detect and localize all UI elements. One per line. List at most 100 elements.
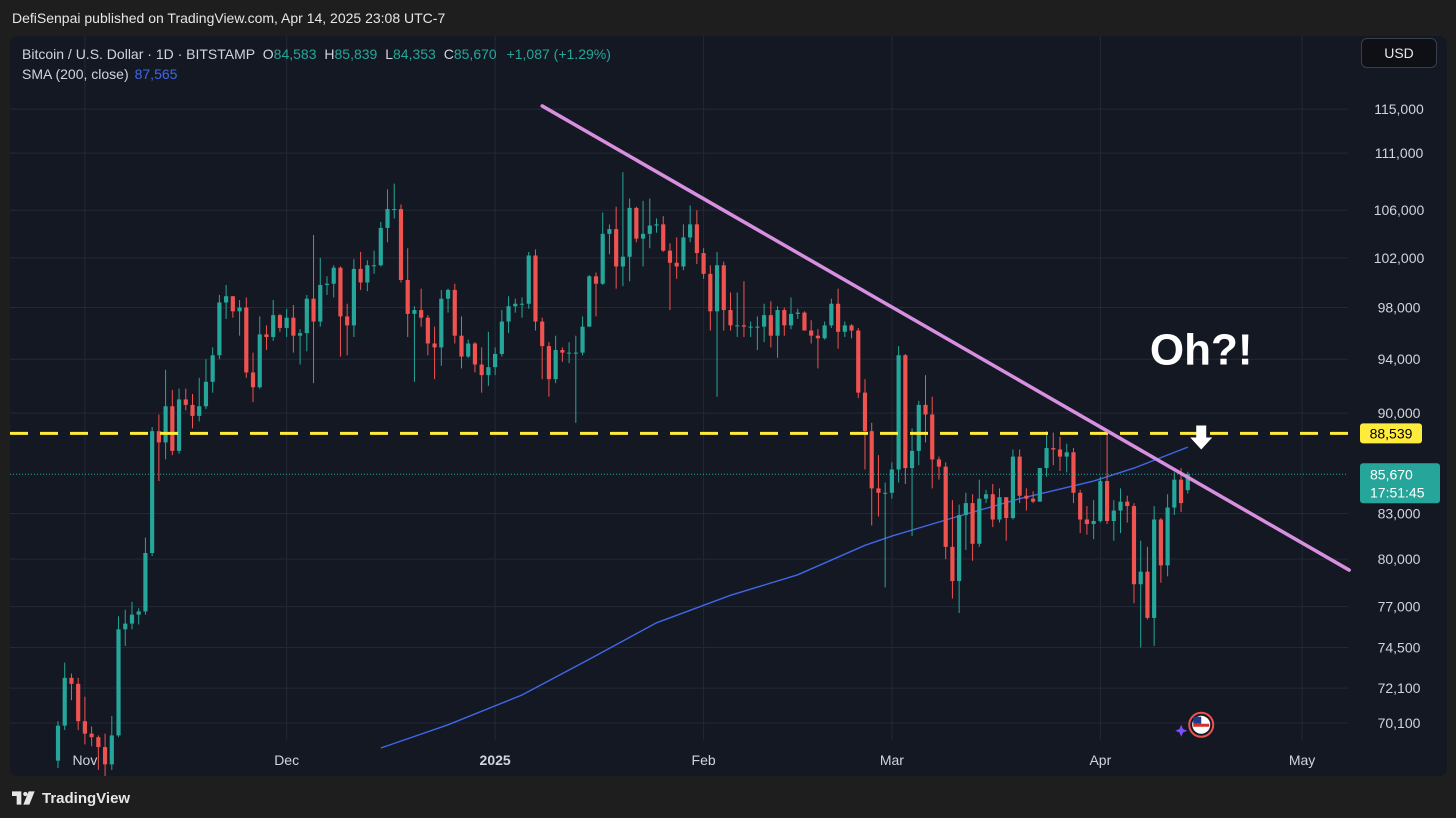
candle-body [378, 227, 383, 266]
candle-body [405, 280, 410, 314]
chart-panel[interactable]: Oh?! 70,100 72,100 74,500 77,000 80,000 83,00… [10, 36, 1447, 776]
candle [567, 342, 572, 364]
candle-body [1131, 506, 1137, 585]
last-price-tag-bg [1360, 463, 1440, 504]
candle-body [513, 303, 518, 307]
candle-body [472, 343, 478, 365]
candle [298, 329, 303, 365]
candle [472, 342, 478, 373]
candle [1172, 472, 1177, 516]
candle [1078, 489, 1083, 534]
candle-body [371, 265, 377, 267]
candle [445, 288, 451, 313]
candle-body [1125, 501, 1130, 507]
candle-body [802, 312, 807, 331]
candle [667, 243, 673, 311]
candle [775, 306, 780, 358]
candle [244, 297, 249, 378]
candle [829, 298, 834, 328]
candle-body [150, 431, 155, 553]
candle-body [311, 298, 316, 322]
candle-body [385, 209, 390, 228]
candle-body [1010, 456, 1016, 519]
y-tick-label: 74,500 [1378, 639, 1421, 655]
candle [55, 721, 61, 769]
candle-body [950, 546, 955, 582]
footer: TradingView [0, 776, 1456, 818]
candle-body [741, 325, 747, 327]
candle-body [224, 296, 229, 303]
candle [809, 320, 814, 344]
candle [62, 662, 67, 731]
candle [997, 488, 1002, 523]
candle-body [775, 310, 780, 336]
candle [338, 266, 343, 357]
tradingview-brand[interactable]: TradingView [12, 788, 130, 808]
candle [593, 272, 599, 317]
candle-body [1098, 481, 1103, 522]
candle-body [412, 310, 417, 314]
grid [10, 36, 1447, 776]
axes: 70,100 72,100 74,500 77,000 80,000 83,000 90,0… [72, 101, 1440, 768]
candle [1024, 488, 1029, 511]
candle [1091, 500, 1096, 540]
candle [432, 326, 437, 380]
candle [546, 342, 552, 397]
candle [694, 210, 699, 265]
candle [681, 224, 686, 271]
candle-body [338, 267, 343, 317]
candle [1071, 448, 1076, 504]
candle [486, 331, 491, 386]
candle [849, 324, 854, 339]
x-tick-label: May [1289, 752, 1315, 768]
candle-body [1084, 519, 1089, 525]
candle [983, 489, 989, 504]
candle [876, 455, 881, 517]
candle [176, 388, 182, 454]
candle [1004, 497, 1009, 541]
candle [1158, 518, 1163, 583]
candle-body [1071, 452, 1076, 493]
candle [150, 426, 155, 557]
candle-body [728, 310, 733, 326]
candle [203, 359, 209, 410]
candle [398, 204, 404, 283]
candle-body [277, 315, 283, 328]
candle-body [842, 325, 847, 332]
candle-body [829, 303, 834, 326]
candle [136, 608, 141, 625]
candle-body [452, 289, 457, 336]
candle-body [916, 404, 921, 451]
candle-body [688, 224, 693, 238]
candle [862, 379, 868, 470]
candle-body [1044, 448, 1049, 469]
sma-row[interactable]: SMA (200, close) 87,565 [22, 64, 611, 84]
y-tick-label: 72,100 [1378, 680, 1421, 696]
candle [640, 200, 646, 267]
candle [82, 696, 87, 745]
candle-body [486, 367, 491, 376]
price-chart[interactable]: Oh?! 70,100 72,100 74,500 77,000 80,000 83,00… [10, 36, 1447, 776]
high-key: H [324, 46, 335, 62]
candle-body [1138, 571, 1143, 585]
candle [909, 428, 915, 537]
candle-body [419, 310, 424, 318]
candle-body [324, 283, 330, 285]
candle-body [762, 315, 767, 327]
currency-button[interactable]: USD [1361, 38, 1437, 68]
candle-body [1024, 495, 1029, 499]
candle [560, 347, 565, 362]
candle-body [89, 733, 94, 738]
candle-body [957, 515, 962, 582]
candle [69, 673, 74, 701]
candle-body [930, 414, 935, 460]
flag-badge-icon [1188, 711, 1215, 738]
sma-label: SMA (200, close) [22, 66, 129, 82]
candle-body [735, 325, 740, 327]
candle-body [284, 317, 289, 328]
sma-layer [380, 446, 1189, 749]
candle-body [782, 310, 787, 326]
candle-body [943, 466, 948, 547]
candle-body [607, 229, 612, 234]
candle-body [76, 683, 81, 722]
